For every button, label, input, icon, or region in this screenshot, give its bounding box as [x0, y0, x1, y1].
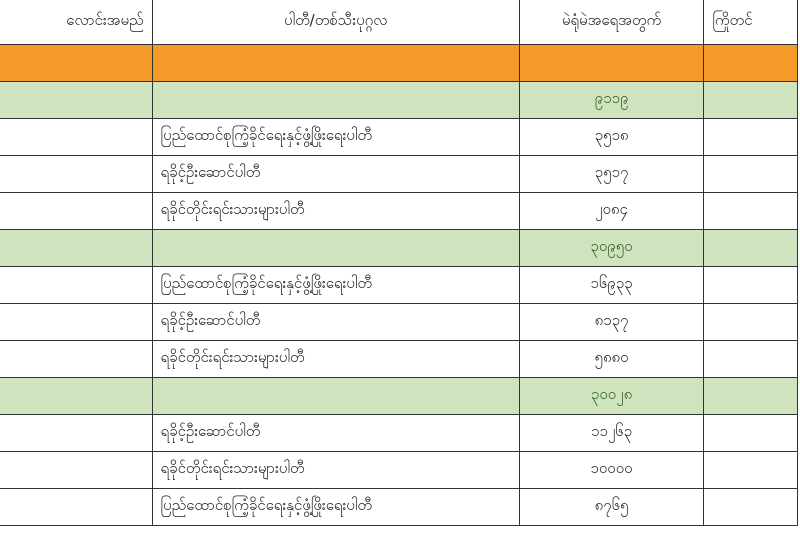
table-row: ရခိုင့်ဦးဆောင်ပါတီ ၃၅၁၇	[0, 155, 798, 193]
candidate-name	[0, 340, 153, 378]
subtotal-row: ၉၁၁၉	[0, 81, 798, 119]
table-row: ရခိုင်တိုင်းရင်းသားများပါတီ ၁၀၀၀၀	[0, 451, 798, 489]
party-name: ရခိုင်တိုင်းရင်းသားများပါတီ	[151, 192, 520, 230]
party-name: ရခိုင်တိုင်းရင်းသားများပါတီ	[151, 451, 520, 489]
subtotal-votes: ၃၀၀၂၈	[518, 377, 705, 415]
cell	[151, 81, 520, 119]
cell	[151, 229, 520, 267]
candidate-name	[0, 155, 153, 193]
header-votes: မဲရုံမဲအရေအတွက်	[518, 0, 705, 45]
advance-votes	[703, 414, 798, 452]
cell	[703, 229, 798, 267]
votes: ၈၁၃၇	[518, 303, 705, 341]
table-row: ရခိုင်တိုင်းရင်းသားများပါတီ ၂၀၈၄	[0, 192, 798, 230]
table-row: ရခိုင်တိုင်းရင်းသားများပါတီ ၅၈၈၀	[0, 340, 798, 378]
party-name: ရခိုင်တိုင်းရင်းသားများပါတီ	[151, 340, 520, 378]
votes: ၁၀၀၀၀	[518, 451, 705, 489]
cell	[703, 81, 798, 119]
candidate-name	[0, 451, 153, 489]
votes: ၁၁၂၆၃	[518, 414, 705, 452]
candidate-name	[0, 303, 153, 341]
table-row: ပြည်ထောင်စုကြံ့ခိုင်ရေးနှင့်ဖွံ့ဖြိုးရေး…	[0, 266, 798, 304]
cell	[0, 229, 153, 267]
cell	[0, 377, 153, 415]
subtotal-votes: ၃၀၉၅၀	[518, 229, 705, 267]
party-name: ပြည်ထောင်စုကြံ့ခိုင်ရေးနှင့်ဖွံ့ဖြိုးရေး…	[151, 266, 520, 304]
votes: ၅၈၈၀	[518, 340, 705, 378]
advance-votes	[703, 303, 798, 341]
cell	[703, 44, 798, 82]
table-row: ပြည်ထောင်စုကြံ့ခိုင်ရေးနှင့်ဖွံ့ဖြိုးရေး…	[0, 488, 798, 526]
subtotal-row: ၃၀၀၂၈	[0, 377, 798, 415]
advance-votes	[703, 451, 798, 489]
advance-votes	[703, 488, 798, 526]
cell	[151, 377, 520, 415]
votes: ၃၅၁၈	[518, 118, 705, 156]
table-row: ပြည်ထောင်စုကြံ့ခိုင်ရေးနှင့်ဖွံ့ဖြိုးရေး…	[0, 118, 798, 156]
cell	[518, 44, 705, 82]
votes: ၃၅၁၇	[518, 155, 705, 193]
advance-votes	[703, 192, 798, 230]
advance-votes	[703, 155, 798, 193]
votes: ၈၇၆၅	[518, 488, 705, 526]
cell	[0, 81, 153, 119]
party-name: ပြည်ထောင်စုကြံ့ခိုင်ရေးနှင့်ဖွံ့ဖြိုးရေး…	[151, 488, 520, 526]
candidate-name	[0, 118, 153, 156]
subtotal-row: ၃၀၉၅၀	[0, 229, 798, 267]
cell	[0, 44, 153, 82]
header-row: လောင်းအမည် ပါတီ/တစ်သီးပုဂ္ဂလ မဲရုံမဲအရေအ…	[0, 0, 798, 45]
section-row	[0, 44, 798, 82]
cell	[703, 377, 798, 415]
advance-votes	[703, 340, 798, 378]
votes: ၁၆၉၃၃	[518, 266, 705, 304]
advance-votes	[703, 118, 798, 156]
party-name: ရခိုင့်ဦးဆောင်ပါတီ	[151, 303, 520, 341]
candidate-name	[0, 488, 153, 526]
party-name: ပြည်ထောင်စုကြံ့ခိုင်ရေးနှင့်ဖွံ့ဖြိုးရေး…	[151, 118, 520, 156]
party-name: ရခိုင့်ဦးဆောင်ပါတီ	[151, 414, 520, 452]
party-name: ရခိုင့်ဦးဆောင်ပါတီ	[151, 155, 520, 193]
advance-votes	[703, 266, 798, 304]
cell	[151, 44, 520, 82]
candidate-name	[0, 192, 153, 230]
subtotal-votes: ၉၁၁၉	[518, 81, 705, 119]
header-party: ပါတီ/တစ်သီးပုဂ္ဂလ	[151, 0, 520, 45]
results-table: လောင်းအမည် ပါတီ/တစ်သီးပုဂ္ဂလ မဲရုံမဲအရေအ…	[0, 0, 798, 526]
candidate-name	[0, 266, 153, 304]
candidate-name	[0, 414, 153, 452]
header-candidate-name: လောင်းအမည်	[0, 0, 153, 45]
table-row: ရခိုင့်ဦးဆောင်ပါတီ ၁၁၂၆၃	[0, 414, 798, 452]
votes: ၂၀၈၄	[518, 192, 705, 230]
table-row: ရခိုင့်ဦးဆောင်ပါတီ ၈၁၃၇	[0, 303, 798, 341]
header-advance-votes: ကြိုတင်	[703, 0, 798, 45]
